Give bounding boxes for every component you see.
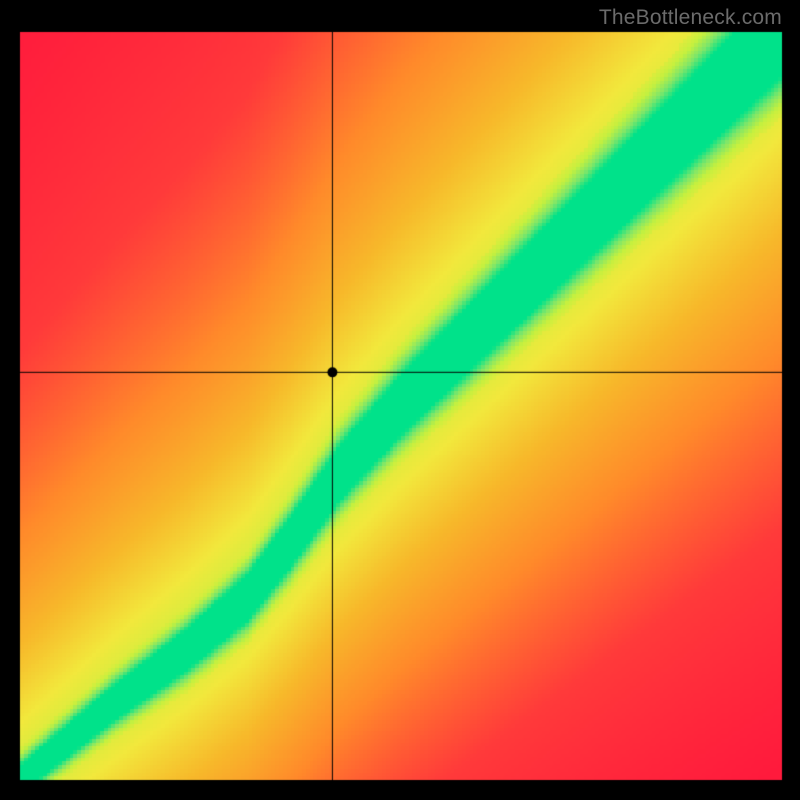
- watermark-text: TheBottleneck.com: [599, 6, 782, 30]
- bottleneck-heatmap: [0, 0, 800, 800]
- chart-container: TheBottleneck.com: [0, 0, 800, 800]
